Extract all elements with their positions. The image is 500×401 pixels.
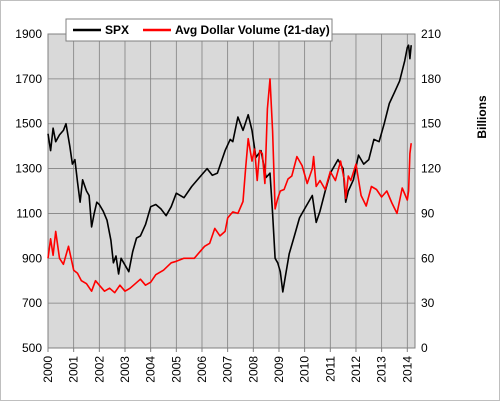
axis-layer: 500 700 900 1100 1300 1500 1700 1900 0 30 60 90 120 1… bbox=[15, 27, 441, 383]
x-tick-label: 2014 bbox=[400, 356, 414, 383]
x-tick-label: 2003 bbox=[118, 356, 132, 383]
y-tick-label-right: 120 bbox=[421, 162, 441, 176]
x-tick-label: 2002 bbox=[92, 356, 106, 383]
y-tick-label-right: 210 bbox=[421, 27, 441, 41]
x-tick-label: 2011 bbox=[323, 356, 337, 382]
y-tick-label-right: 90 bbox=[421, 206, 435, 220]
y-tick-label-left: 900 bbox=[22, 251, 42, 265]
x-tick-label: 2010 bbox=[298, 356, 312, 383]
y-tick-label-right: 180 bbox=[421, 72, 441, 86]
plot-area bbox=[47, 33, 416, 349]
y-tick-label-left: 1100 bbox=[16, 206, 42, 220]
x-tick-label: 2012 bbox=[349, 356, 363, 383]
x-tick-label: 2007 bbox=[221, 356, 235, 383]
legend-label-volume: Avg Dollar Volume (21-day) bbox=[175, 23, 330, 37]
y-tick-label-right: 150 bbox=[421, 117, 441, 131]
x-tick-label: 2009 bbox=[272, 356, 286, 383]
legend-box bbox=[65, 18, 333, 42]
y-tick-label-right: 30 bbox=[421, 296, 435, 310]
y-tick-label-left: 700 bbox=[22, 296, 42, 310]
y-tick-label-left: 1300 bbox=[15, 162, 42, 176]
y-tick-label-right: 60 bbox=[421, 251, 435, 265]
y-tick-label-left: 1500 bbox=[15, 117, 42, 131]
legend-label-spx: SPX bbox=[105, 23, 129, 37]
series-line-spx bbox=[47, 44, 412, 293]
x-tick-label: 2013 bbox=[375, 356, 389, 383]
y-tick-label-right: 0 bbox=[421, 341, 428, 355]
x-tick-label: 2005 bbox=[169, 356, 183, 383]
x-tick-label: 2004 bbox=[144, 356, 158, 383]
series-line-volume bbox=[47, 78, 412, 294]
legend: SPX Avg Dollar Volume (21-day) bbox=[65, 18, 333, 42]
x-tick-label: 2006 bbox=[195, 356, 209, 383]
y-tick-label-left: 1700 bbox=[15, 72, 42, 86]
x-tick-label: 2008 bbox=[246, 356, 260, 383]
y-tick-label-left: 1900 bbox=[15, 27, 42, 41]
x-tick-label: 2001 bbox=[67, 356, 81, 383]
x-tick-label: 2000 bbox=[41, 356, 55, 383]
y-tick-label-left: 500 bbox=[22, 341, 42, 355]
series-layer bbox=[47, 44, 412, 294]
right-axis-title: Billions bbox=[475, 95, 489, 139]
